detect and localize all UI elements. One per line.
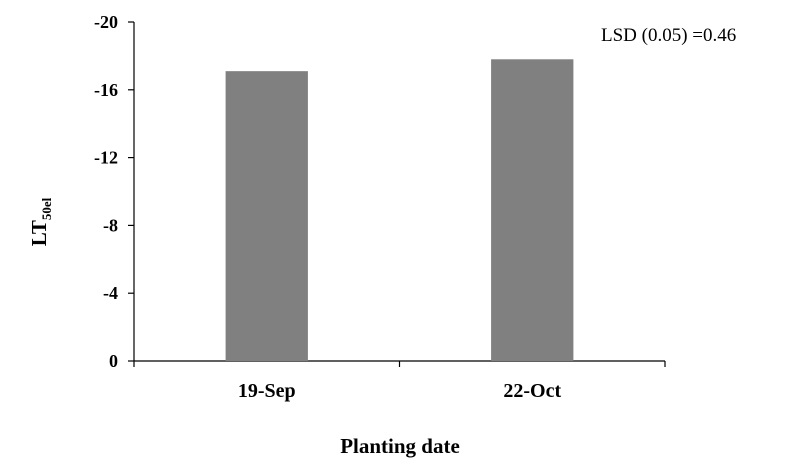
y-axis-title: LT50el: [27, 197, 54, 246]
y-tick-label: -8: [103, 215, 118, 235]
axes-layer: [128, 21, 666, 367]
y-tick-label: -12: [94, 148, 118, 168]
bar-22-oct: [491, 59, 574, 361]
x-category-label: 22-Oct: [503, 380, 561, 402]
y-tick-label: -20: [94, 12, 118, 32]
labels-layer: 0 -4 -8 -12 -16 -20 19-Sep 22-Oct: [94, 12, 561, 402]
bars-layer: [225, 59, 574, 361]
y-axis-title-main: LT: [27, 220, 51, 246]
y-axis-title-subscript: 50el: [39, 197, 54, 220]
x-axis-title: Planting date: [340, 434, 460, 458]
y-tick-label: -4: [103, 283, 118, 303]
y-tick-label: 0: [109, 351, 118, 371]
x-category-label: 19-Sep: [238, 380, 296, 402]
annotation-lsd: LSD (0.05) =0.46: [601, 25, 736, 46]
bar-19-sep: [225, 71, 308, 361]
y-tick-label: -16: [94, 80, 118, 100]
